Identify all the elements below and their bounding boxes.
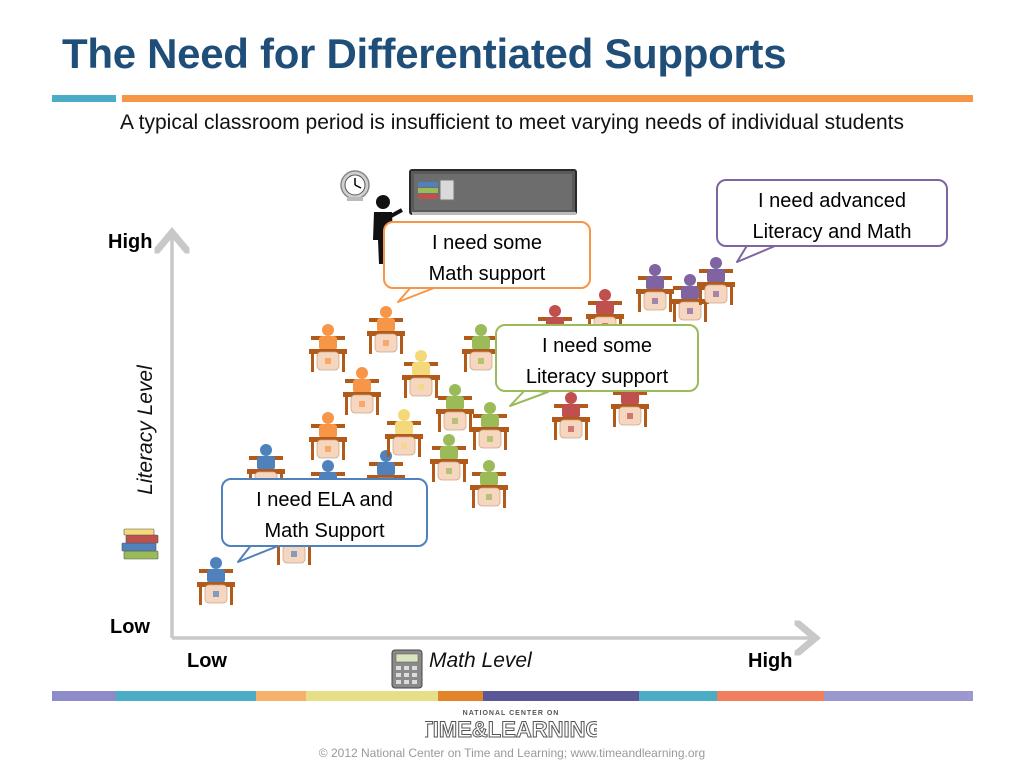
bottom-band-segment (306, 691, 438, 701)
student-at-desk (385, 409, 423, 457)
student-at-desk (430, 434, 468, 482)
bottom-band-segment (52, 691, 116, 701)
logo-line2: TIME&LEARNING (425, 717, 597, 742)
student-at-desk (671, 274, 709, 322)
bottom-band-segment (824, 691, 973, 701)
student-at-desk (402, 350, 440, 398)
student-at-desk (462, 324, 500, 372)
students-group (197, 257, 735, 605)
bubble-ela-math-support-text: I need ELA and Math Support (256, 489, 393, 542)
slide-title: The Need for Differentiated Supports (62, 30, 787, 77)
bottom-band-segment (639, 691, 717, 701)
x-axis-title: Math Level (429, 649, 532, 672)
student-at-desk (611, 379, 649, 427)
bubble-math-support-text: I need some Math support (428, 232, 546, 285)
whiteboard-icon (409, 169, 577, 215)
student-at-desk (697, 257, 735, 305)
y-axis-low-label: Low (110, 616, 150, 638)
student-at-desk (197, 557, 235, 605)
bottom-band-segment (438, 691, 483, 701)
bubble-literacy-support-text: I need some Literacy support (525, 335, 669, 388)
student-at-desk (470, 460, 508, 508)
y-axis-high-label: High (108, 231, 153, 253)
slide-subtitle: A typical classroom period is insufficie… (119, 111, 905, 134)
student-at-desk (552, 392, 590, 440)
y-axis-title: Literacy Level (134, 365, 157, 495)
bottom-band-segment (256, 691, 306, 701)
bubble-advanced-text: I need advanced Literacy and Math (752, 190, 912, 243)
title-rule-blue (52, 95, 116, 102)
books-icon (121, 528, 159, 560)
bubble-math-support: I need some Math support (383, 221, 591, 289)
ncte-logo: NATIONAL CENTER ON TIME&LEARNING (425, 710, 597, 743)
student-at-desk (636, 264, 674, 312)
student-at-desk (309, 324, 347, 372)
student-at-desk (309, 412, 347, 460)
copyright-footer: © 2012 National Center on Time and Learn… (318, 746, 706, 760)
calculator-icon (391, 649, 423, 689)
bottom-band-segment (483, 691, 639, 701)
clock-icon (340, 170, 370, 201)
title-rule-orange (122, 95, 973, 102)
bubble-advanced: I need advanced Literacy and Math (716, 179, 948, 247)
student-at-desk (436, 384, 474, 432)
student-at-desk (367, 306, 405, 354)
x-axis-low-label: Low (187, 650, 227, 672)
bubble-literacy-support: I need some Literacy support (495, 324, 699, 392)
student-at-desk (343, 367, 381, 415)
bubble-ela-math-support: I need ELA and Math Support (221, 478, 428, 547)
logo-line1: NATIONAL CENTER ON (463, 710, 560, 717)
x-axis-high-label: High (748, 650, 793, 672)
bottom-band-segment (717, 691, 824, 701)
student-at-desk (471, 402, 509, 450)
bottom-band-segment (116, 691, 256, 701)
